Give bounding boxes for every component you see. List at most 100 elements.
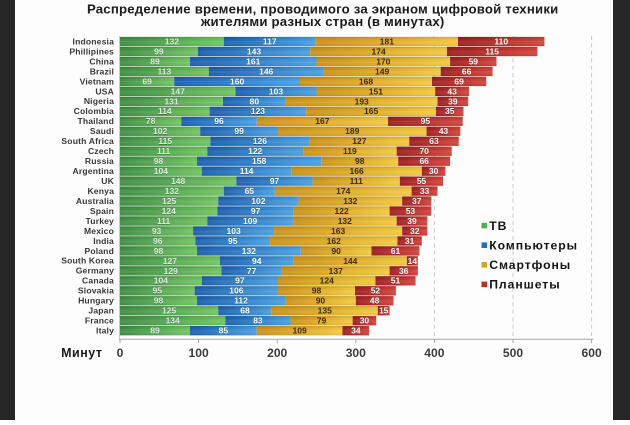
svg-text:Turkey: Turkey xyxy=(86,216,115,226)
svg-text:106: 106 xyxy=(229,286,243,296)
svg-text:0: 0 xyxy=(117,346,124,360)
svg-text:103: 103 xyxy=(226,226,240,236)
svg-text:124: 124 xyxy=(162,206,176,216)
svg-text:89: 89 xyxy=(150,326,160,336)
svg-text:63: 63 xyxy=(429,136,439,146)
svg-text:600: 600 xyxy=(582,346,602,360)
svg-text:95: 95 xyxy=(153,286,163,296)
svg-text:China: China xyxy=(89,56,114,66)
svg-text:79: 79 xyxy=(317,316,327,326)
svg-text:143: 143 xyxy=(247,46,261,56)
svg-text:167: 167 xyxy=(315,116,329,126)
svg-text:117: 117 xyxy=(263,36,277,46)
svg-text:65: 65 xyxy=(245,186,255,196)
svg-text:109: 109 xyxy=(243,216,257,226)
svg-text:83: 83 xyxy=(253,316,263,326)
svg-text:Russia: Russia xyxy=(85,156,114,166)
svg-text:174: 174 xyxy=(336,186,350,196)
svg-text:59: 59 xyxy=(469,57,479,67)
svg-text:151: 151 xyxy=(369,86,383,96)
svg-text:111: 111 xyxy=(350,176,364,186)
svg-text:149: 149 xyxy=(375,66,389,76)
svg-text:109: 109 xyxy=(243,217,257,227)
svg-text:85: 85 xyxy=(219,326,229,336)
svg-text:52: 52 xyxy=(371,286,381,296)
svg-text:158: 158 xyxy=(252,156,266,166)
svg-text:31: 31 xyxy=(405,236,415,246)
svg-text:122: 122 xyxy=(248,147,262,157)
svg-text:66: 66 xyxy=(419,156,429,166)
svg-text:78: 78 xyxy=(146,117,156,127)
svg-text:Kenya: Kenya xyxy=(87,186,114,196)
svg-text:103: 103 xyxy=(226,226,240,236)
svg-text:61: 61 xyxy=(391,246,401,256)
svg-text:132: 132 xyxy=(165,187,179,197)
svg-text:Mexico: Mexico xyxy=(84,226,114,236)
svg-text:Распределение времени, проводи: Распределение времени, проводимого за эк… xyxy=(87,2,559,17)
svg-text:112: 112 xyxy=(234,296,248,306)
svg-text:90: 90 xyxy=(331,246,341,256)
svg-text:78: 78 xyxy=(146,116,156,126)
svg-text:147: 147 xyxy=(171,86,185,96)
svg-text:Phillipines: Phillipines xyxy=(69,46,114,56)
svg-text:113: 113 xyxy=(158,66,172,76)
svg-text:137: 137 xyxy=(329,266,343,276)
svg-text:59: 59 xyxy=(469,56,479,66)
svg-text:126: 126 xyxy=(253,137,267,147)
svg-text:95: 95 xyxy=(421,117,431,127)
svg-text:14: 14 xyxy=(408,256,418,266)
svg-text:Spain: Spain xyxy=(90,206,114,216)
svg-text:96: 96 xyxy=(214,116,224,126)
svg-text:146: 146 xyxy=(259,66,273,76)
svg-text:Germany: Germany xyxy=(76,266,114,276)
svg-text:123: 123 xyxy=(251,107,265,117)
svg-text:Japan: Japan xyxy=(88,306,114,316)
svg-text:39: 39 xyxy=(448,96,458,106)
svg-text:111: 111 xyxy=(157,146,171,156)
svg-text:51: 51 xyxy=(391,276,401,286)
svg-text:South Korea: South Korea xyxy=(61,256,114,266)
svg-text:14: 14 xyxy=(408,256,418,266)
svg-text:Canada: Canada xyxy=(82,276,114,286)
svg-text:Brazil: Brazil xyxy=(90,66,114,76)
svg-text:181: 181 xyxy=(380,36,394,46)
svg-text:110: 110 xyxy=(494,36,508,46)
svg-text:117: 117 xyxy=(263,37,277,47)
svg-text:43: 43 xyxy=(439,127,449,137)
svg-text:300: 300 xyxy=(346,346,366,360)
svg-text:Australia: Australia xyxy=(76,196,114,206)
svg-text:34: 34 xyxy=(351,326,361,336)
svg-text:Смартфоны: Смартфоны xyxy=(489,258,571,272)
svg-text:115: 115 xyxy=(158,136,172,146)
svg-text:132: 132 xyxy=(343,196,357,206)
svg-text:158: 158 xyxy=(252,157,266,167)
svg-text:99: 99 xyxy=(234,127,244,137)
svg-text:98: 98 xyxy=(312,286,322,296)
svg-text:132: 132 xyxy=(165,186,179,196)
svg-text:102: 102 xyxy=(251,197,265,207)
svg-text:146: 146 xyxy=(259,67,273,77)
svg-text:43: 43 xyxy=(439,126,449,136)
svg-text:115: 115 xyxy=(485,46,499,56)
svg-text:95: 95 xyxy=(228,236,238,246)
svg-text:125: 125 xyxy=(162,306,176,316)
svg-text:69: 69 xyxy=(142,77,152,87)
svg-text:102: 102 xyxy=(153,126,167,136)
svg-text:160: 160 xyxy=(230,77,244,87)
svg-text:70: 70 xyxy=(419,146,429,156)
svg-text:36: 36 xyxy=(399,266,409,276)
svg-text:98: 98 xyxy=(154,296,164,306)
svg-text:37: 37 xyxy=(412,196,422,206)
svg-text:95: 95 xyxy=(228,236,238,246)
svg-text:48: 48 xyxy=(370,296,380,306)
svg-text:32: 32 xyxy=(410,226,420,236)
svg-text:98: 98 xyxy=(154,296,164,306)
svg-text:98: 98 xyxy=(154,156,164,166)
svg-text:Indonesia: Indonesia xyxy=(73,36,115,46)
svg-text:122: 122 xyxy=(248,146,262,156)
svg-text:135: 135 xyxy=(318,306,332,316)
svg-text:30: 30 xyxy=(360,316,370,326)
svg-text:66: 66 xyxy=(462,66,472,76)
svg-text:124: 124 xyxy=(162,207,176,217)
svg-text:148: 148 xyxy=(171,176,185,186)
